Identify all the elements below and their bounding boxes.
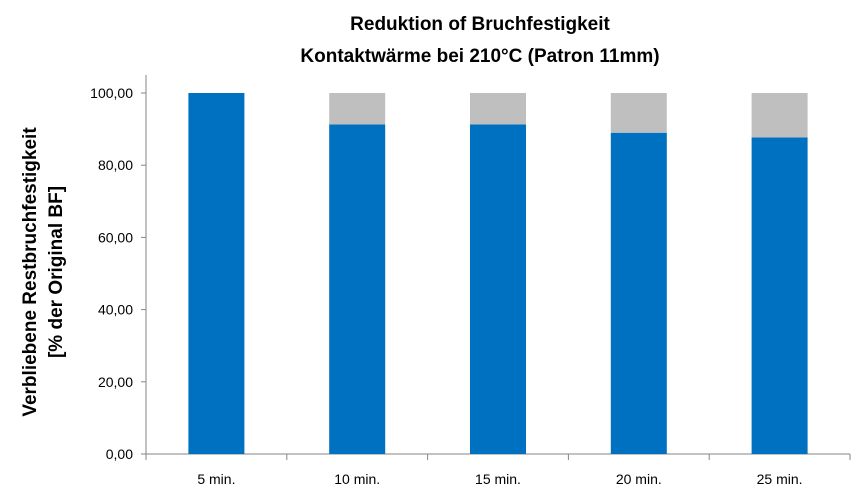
bar-strength-loss [751,93,808,138]
bar-remaining-strength [188,93,245,454]
x-tick-label: 15 min. [475,471,521,487]
bar-remaining-strength [470,124,526,455]
y-tick-label: 100,00 [90,85,133,101]
x-tick-label: 20 min. [616,471,662,487]
bar-remaining-strength [329,124,386,455]
chart-title-line-2: Kontaktwärme bei 210°C (Patron 11mm) [300,46,659,67]
y-axis-label-line-1: Verbliebene Restbruchfestigkeit [20,127,41,417]
y-tick-label: 60,00 [98,229,133,245]
y-tick-label: 0,00 [106,446,133,462]
bar-remaining-strength [610,132,667,454]
y-axis-label-line-2: [% der Original BF] [46,186,67,358]
chart-title-line-1: Reduktion of Bruchfestigkeit [350,14,610,35]
x-tick-label: 25 min. [757,471,803,487]
y-tick-label: 80,00 [98,157,133,173]
bar-remaining-strength [751,137,808,454]
x-tick-label: 5 min. [197,471,235,487]
x-tick-label: 10 min. [334,471,380,487]
bar-strength-loss [610,93,667,133]
bar-strength-loss [329,93,386,125]
plot-area: 0,00 20,00 40,00 60,00 80,00 100,00 5 min. 10 m… [90,75,851,487]
bar-strength-loss [470,93,526,125]
y-tick-label: 40,00 [98,302,133,318]
y-tick-label: 20,00 [98,374,133,390]
